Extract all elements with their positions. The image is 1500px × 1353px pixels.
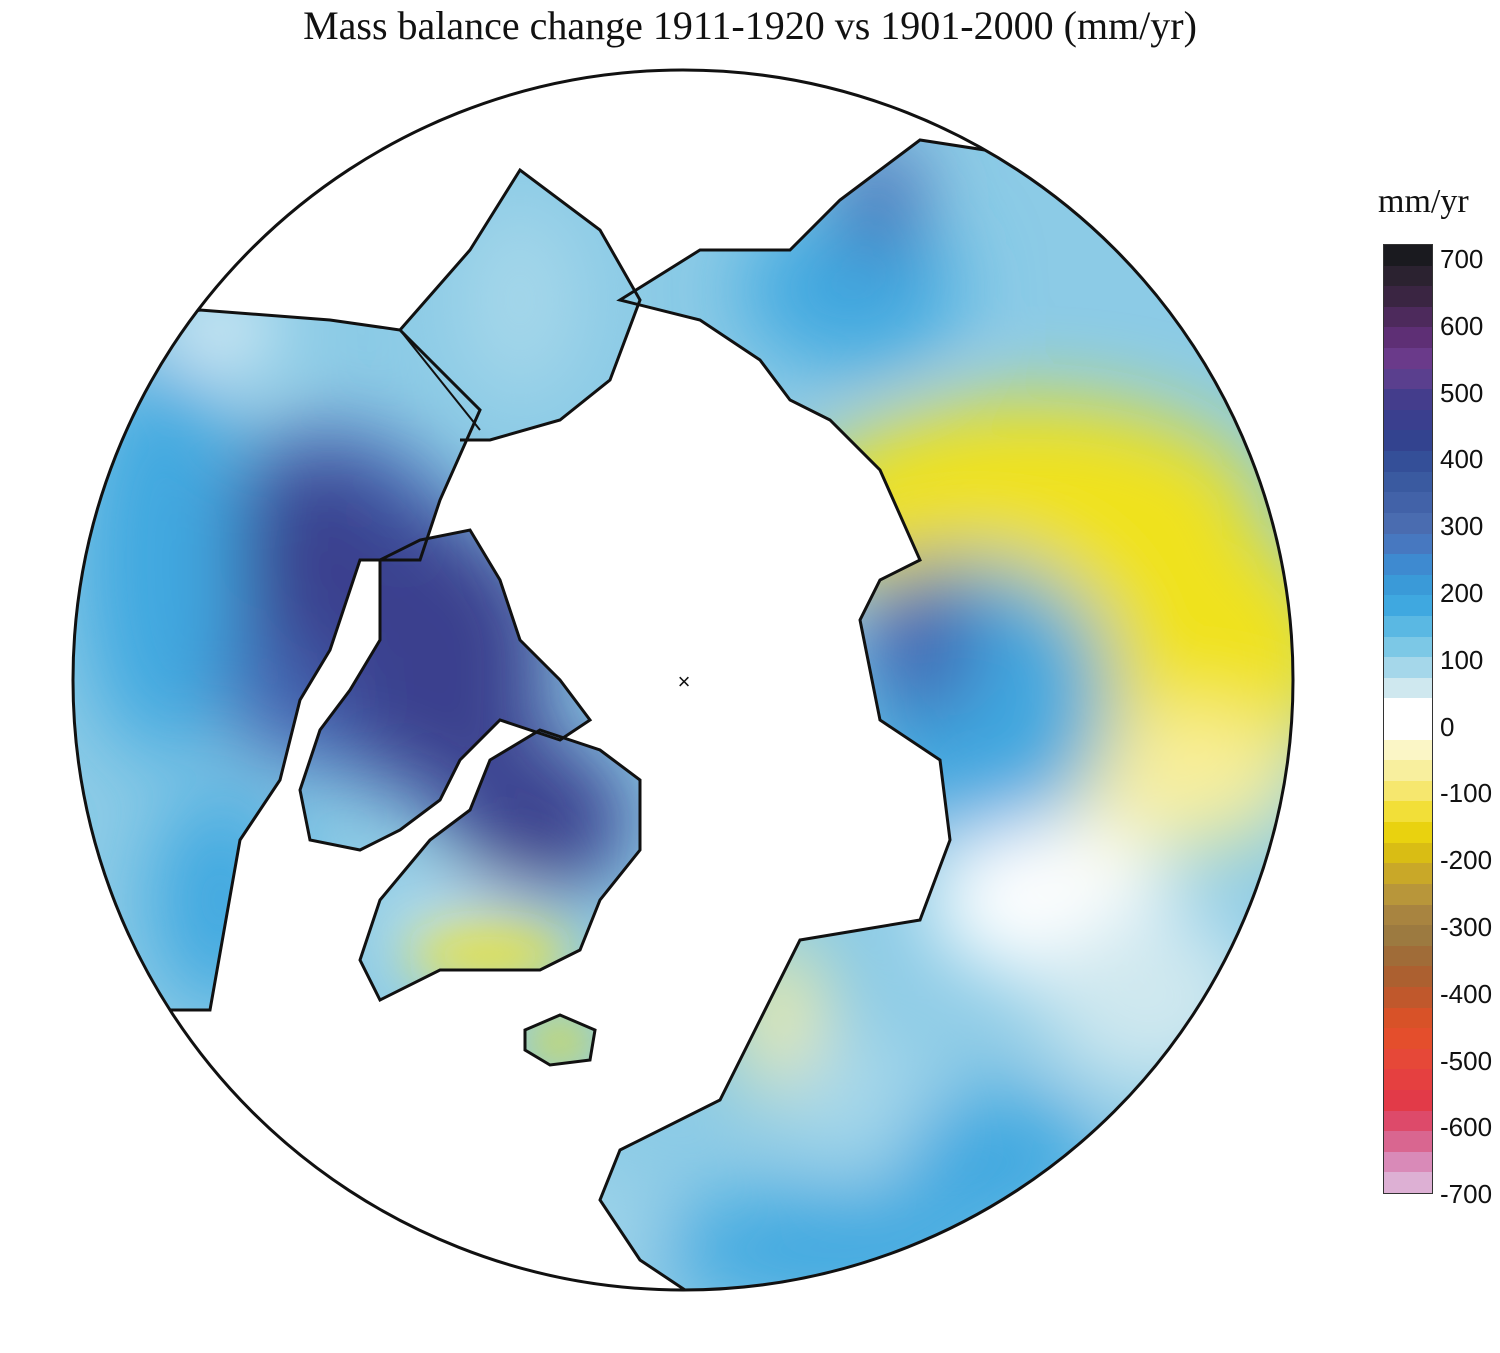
colorbar-band <box>1384 595 1432 616</box>
colorbar-band <box>1384 409 1432 431</box>
colorbar-band <box>1384 574 1432 596</box>
colorbar-band <box>1384 286 1432 307</box>
colorbar-band <box>1384 327 1432 349</box>
colorbar-band <box>1384 636 1432 658</box>
north-pole-marker: × <box>678 669 691 694</box>
colorbar-band <box>1384 512 1432 534</box>
colorbar-band <box>1384 471 1432 493</box>
colorbar-tick-label: 0 <box>1440 711 1455 742</box>
colorbar-tick-label: -500 <box>1440 1045 1493 1076</box>
colorbar-band <box>1384 1048 1432 1070</box>
colorbar <box>1383 244 1433 1194</box>
colorbar-band <box>1384 1089 1432 1111</box>
colorbar-band <box>1384 451 1432 472</box>
colorbar-band <box>1384 1151 1432 1173</box>
colorbar-band <box>1384 925 1432 946</box>
colorbar-tick-label: -700 <box>1440 1179 1493 1210</box>
colorbar-band <box>1384 677 1432 699</box>
colorbar-band <box>1384 986 1432 1008</box>
colorbar-tick-label: 100 <box>1440 644 1484 675</box>
colorbar-tick-label: 500 <box>1440 377 1484 408</box>
colorbar-band <box>1384 1069 1432 1090</box>
map-border <box>71 68 1295 1292</box>
legend-unit: mm/yr <box>1378 183 1469 220</box>
colorbar-band <box>1384 698 1432 720</box>
colorbar-band <box>1384 966 1432 987</box>
colorbar-tick-label: 700 <box>1440 244 1484 274</box>
colorbar-tick-label: 200 <box>1440 578 1484 608</box>
colorbar-tick-label: 600 <box>1440 310 1484 341</box>
colorbar-tick-label: -100 <box>1440 778 1493 809</box>
chart-title: Mass balance change 1911-1920 vs 1901-20… <box>303 3 1197 48</box>
colorbar-band <box>1384 657 1432 678</box>
colorbar-band <box>1384 306 1432 328</box>
colorbar-band <box>1384 1172 1432 1194</box>
colorbar-tick-label: 300 <box>1440 511 1484 542</box>
colorbar-band <box>1384 430 1432 452</box>
colorbar-band <box>1384 265 1432 287</box>
colorbar-band <box>1384 554 1432 575</box>
colorbar-band <box>1384 1028 1432 1049</box>
colorbar-band <box>1384 739 1432 761</box>
colorbar-tick-label: -200 <box>1440 845 1493 876</box>
colorbar-band <box>1384 945 1432 967</box>
colorbar-band <box>1384 389 1432 410</box>
colorbar-tick-label: -400 <box>1440 978 1493 1009</box>
colorbar-band <box>1384 822 1432 843</box>
colorbar-band <box>1384 904 1432 926</box>
colorbar-band <box>1384 883 1432 905</box>
colorbar-tick-label: -300 <box>1440 912 1493 942</box>
colorbar-band <box>1384 760 1432 781</box>
colorbar-band <box>1384 1007 1432 1029</box>
colorbar-band <box>1384 863 1432 884</box>
colorbar-band <box>1384 368 1432 390</box>
colorbar-band <box>1384 780 1432 802</box>
colorbar-band <box>1384 1131 1432 1152</box>
colorbar-band <box>1384 615 1432 637</box>
colorbar-band <box>1384 842 1432 864</box>
colorbar-band <box>1384 245 1432 266</box>
colorbar-band <box>1384 533 1432 555</box>
colorbar-tick-label: -600 <box>1440 1112 1493 1143</box>
colorbar-tick-label: 400 <box>1440 444 1484 475</box>
colorbar-band <box>1384 1110 1432 1132</box>
colorbar-band <box>1384 801 1432 823</box>
colorbar-band <box>1384 348 1432 369</box>
colorbar-band <box>1384 492 1432 513</box>
colorbar-band <box>1384 719 1432 740</box>
